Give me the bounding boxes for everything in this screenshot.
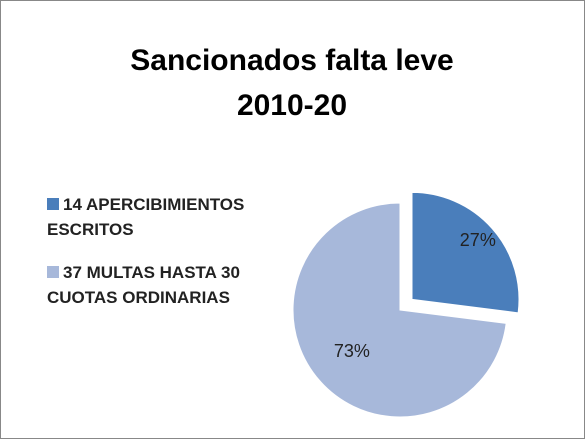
pie-slice bbox=[411, 191, 520, 314]
chart-title: Sancionados falta leve bbox=[130, 44, 453, 77]
chart-title: 2010-20 bbox=[237, 89, 347, 122]
legend-item: 14 APERCIBIMIENTOS ESCRITOS bbox=[47, 192, 297, 242]
pie-slice bbox=[292, 202, 507, 418]
data-label: 27% bbox=[460, 230, 496, 250]
legend-swatch bbox=[47, 198, 59, 210]
data-label: 73% bbox=[334, 341, 370, 361]
legend-item: 37 MULTAS HASTA 30 CUOTAS ORDINARIAS bbox=[47, 260, 297, 310]
legend-label: 37 MULTAS HASTA 30 CUOTAS ORDINARIAS bbox=[47, 263, 240, 307]
legend-swatch bbox=[47, 266, 59, 278]
legend-label: 14 APERCIBIMIENTOS ESCRITOS bbox=[47, 195, 245, 239]
